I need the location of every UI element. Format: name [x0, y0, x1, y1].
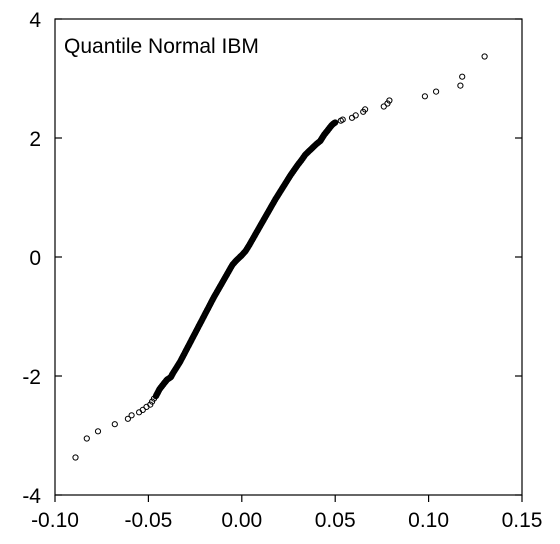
data-point: [331, 119, 339, 126]
data-point: [457, 82, 464, 89]
x-axis-ticks: -0.10 -0.05 0.00 0.05 0.10 0.15: [31, 495, 542, 532]
data-point: [352, 112, 359, 119]
y-tick-label: 4: [29, 9, 41, 32]
data-point: [72, 454, 79, 461]
x-tick-label: 0.15: [502, 509, 543, 532]
data-point: [380, 103, 387, 110]
data-point: [83, 435, 90, 442]
y-tick-label: 0: [29, 247, 41, 270]
plot-frame: [54, 18, 523, 496]
chart-title: Quantile Normal IBM: [64, 35, 259, 58]
data-point: [147, 401, 154, 408]
data-point: [421, 93, 428, 100]
y-tick-label: 2: [29, 128, 41, 151]
data-point: [481, 53, 488, 60]
x-tick-label: -0.05: [124, 509, 172, 532]
data-point: [459, 73, 466, 80]
data-point: [128, 412, 135, 419]
data-point: [94, 428, 102, 435]
x-tick-label: -0.10: [31, 509, 79, 532]
data-point: [111, 421, 118, 428]
y-axis-ticks: -4 -2 0 2 4: [22, 9, 522, 508]
x-tick-label: 0.10: [408, 509, 449, 532]
data-point: [339, 116, 346, 123]
y-tick-label: -4: [22, 485, 41, 508]
x-tick-label: 0.00: [221, 509, 262, 532]
data-point: [124, 415, 132, 422]
data-points: [72, 53, 488, 461]
data-point: [433, 88, 440, 95]
x-tick-label: 0.05: [315, 509, 356, 532]
data-point: [362, 106, 369, 113]
data-point: [139, 406, 146, 413]
y-tick-label: -2: [22, 366, 41, 389]
data-point: [386, 97, 393, 104]
